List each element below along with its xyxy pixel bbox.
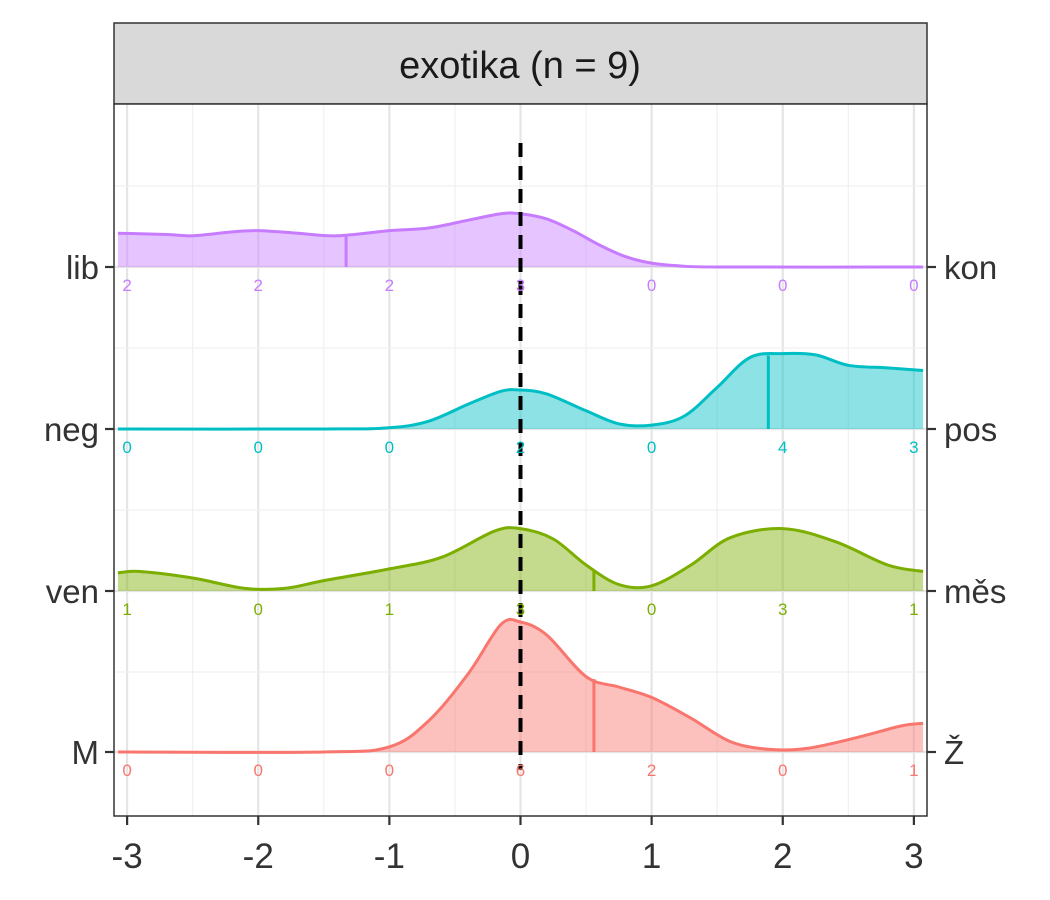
facet-strip: exotika (n = 9) [113,22,928,105]
facet-title: exotika (n = 9) [399,45,641,87]
count-label: 3 [516,276,525,295]
density-line-lib [117,211,924,269]
count-label: 0 [778,276,787,295]
x-tick-label: 2 [773,837,792,876]
x-tick-label: 1 [642,837,661,876]
count-label: 0 [909,276,918,295]
count-label: 1 [909,600,918,619]
count-label: 0 [385,438,394,457]
facet-strip-background [113,22,928,105]
count-label: 0 [647,600,656,619]
count-label: 3 [516,600,525,619]
x-tick-label: -2 [243,837,274,876]
count-labels: 2 2 2 3 0 0 0 0 0 0 2 0 4 3 1 0 1 3 0 3 1 0 0 0 6 2 0 1 [122,276,918,780]
count-label: 0 [254,761,263,780]
count-label: 2 [516,438,525,457]
y-label-right: Ž [944,734,964,771]
density-line-M [117,617,924,754]
y-label-right: kon [944,249,997,286]
count-label: 0 [254,600,263,619]
y-label-left: lib [66,249,99,286]
count-label: 0 [778,761,787,780]
axes: lib kon neg pos ven měs M Ž -3 -2 -1 0 1 2 3 [44,249,1006,876]
x-tick-label: -3 [112,837,143,876]
density-line-ven [117,526,924,592]
y-label-left: neg [44,411,99,448]
count-label: 0 [647,276,656,295]
count-label: 2 [385,276,394,295]
count-label: 2 [254,276,263,295]
count-label: 1 [385,600,394,619]
count-label: 2 [122,276,131,295]
y-label-left: M [72,734,100,771]
count-label: 0 [122,761,131,780]
x-tick-label: -1 [374,837,405,876]
count-label: 0 [385,761,394,780]
ridge-neg [117,351,924,431]
y-label-right: pos [944,411,997,448]
count-label: 0 [647,438,656,457]
count-label: 0 [254,438,263,457]
count-label: 0 [122,438,131,457]
x-tick-label: 0 [511,837,530,876]
density-line-neg [117,351,924,431]
x-tick-label: 3 [904,837,923,876]
count-label: 4 [778,438,787,457]
y-label-left: ven [46,573,99,610]
count-label: 3 [909,438,918,457]
count-label: 3 [778,600,787,619]
count-label: 1 [122,600,131,619]
count-label: 2 [647,761,656,780]
count-label: 6 [516,761,525,780]
y-label-right: měs [944,573,1006,610]
count-label: 1 [909,761,918,780]
